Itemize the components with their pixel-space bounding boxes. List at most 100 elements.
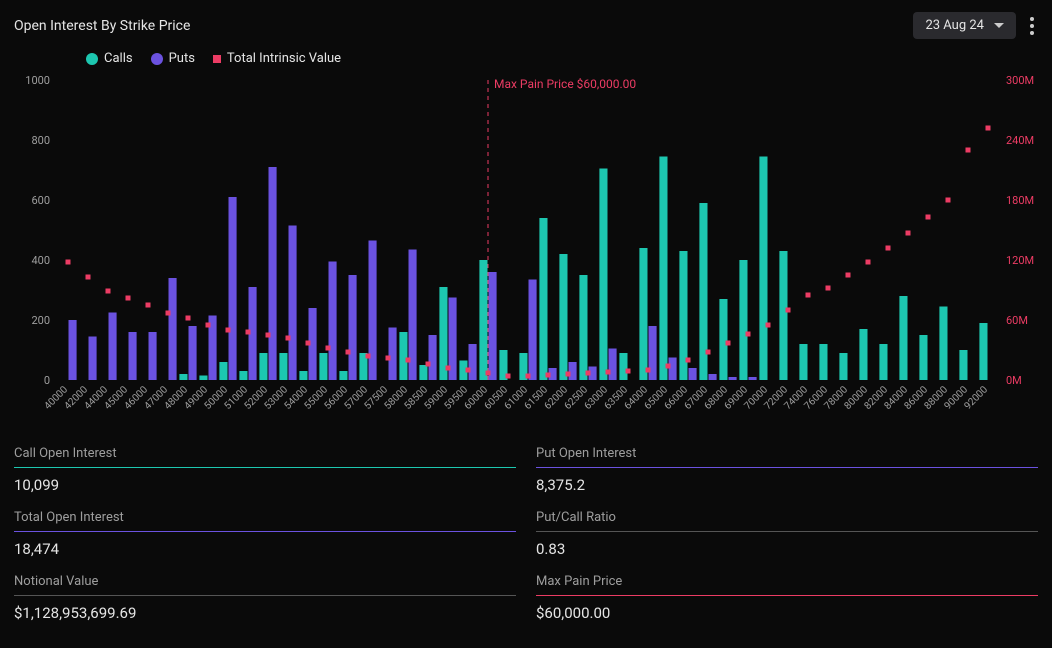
intrinsic-point[interactable]: [206, 323, 211, 328]
bar-calls[interactable]: [959, 350, 967, 380]
bar-puts[interactable]: [349, 275, 357, 380]
legend-calls[interactable]: Calls: [86, 51, 133, 66]
intrinsic-point[interactable]: [146, 303, 151, 308]
legend-intrinsic[interactable]: Total Intrinsic Value: [213, 51, 341, 66]
bar-calls[interactable]: [239, 371, 247, 380]
bar-calls[interactable]: [599, 169, 607, 381]
bar-calls[interactable]: [839, 353, 847, 380]
bar-calls[interactable]: [859, 329, 867, 380]
bar-calls[interactable]: [879, 344, 887, 380]
bar-calls[interactable]: [419, 365, 427, 380]
intrinsic-point[interactable]: [386, 356, 391, 361]
intrinsic-point[interactable]: [906, 231, 911, 236]
bar-calls[interactable]: [339, 371, 347, 380]
intrinsic-point[interactable]: [946, 198, 951, 203]
intrinsic-point[interactable]: [986, 126, 991, 131]
intrinsic-point[interactable]: [286, 336, 291, 341]
bar-puts[interactable]: [89, 337, 97, 381]
bar-puts[interactable]: [429, 335, 437, 380]
bar-calls[interactable]: [779, 251, 787, 380]
intrinsic-point[interactable]: [466, 368, 471, 373]
intrinsic-point[interactable]: [426, 362, 431, 367]
intrinsic-point[interactable]: [626, 369, 631, 374]
intrinsic-point[interactable]: [606, 370, 611, 375]
intrinsic-point[interactable]: [546, 373, 551, 378]
bar-puts[interactable]: [329, 262, 337, 381]
bar-puts[interactable]: [149, 332, 157, 380]
date-select[interactable]: 23 Aug 24: [913, 12, 1016, 39]
bar-puts[interactable]: [689, 368, 697, 380]
bar-puts[interactable]: [129, 332, 137, 380]
bar-puts[interactable]: [489, 272, 497, 380]
bar-calls[interactable]: [219, 362, 227, 380]
bar-calls[interactable]: [199, 376, 207, 381]
bar-puts[interactable]: [269, 167, 277, 380]
bar-calls[interactable]: [399, 332, 407, 380]
bar-puts[interactable]: [469, 344, 477, 380]
intrinsic-point[interactable]: [126, 296, 131, 301]
bar-calls[interactable]: [659, 157, 667, 381]
intrinsic-point[interactable]: [366, 354, 371, 359]
intrinsic-point[interactable]: [106, 289, 111, 294]
bar-puts[interactable]: [669, 358, 677, 381]
bar-calls[interactable]: [299, 371, 307, 380]
bar-calls[interactable]: [819, 344, 827, 380]
intrinsic-point[interactable]: [926, 215, 931, 220]
bar-calls[interactable]: [559, 254, 567, 380]
intrinsic-point[interactable]: [726, 341, 731, 346]
bar-calls[interactable]: [639, 248, 647, 380]
bar-puts[interactable]: [189, 326, 197, 380]
bar-calls[interactable]: [719, 299, 727, 380]
intrinsic-point[interactable]: [226, 328, 231, 333]
intrinsic-point[interactable]: [886, 246, 891, 251]
intrinsic-point[interactable]: [506, 374, 511, 379]
bar-puts[interactable]: [109, 313, 117, 381]
legend-puts[interactable]: Puts: [151, 51, 195, 66]
intrinsic-point[interactable]: [666, 364, 671, 369]
bar-calls[interactable]: [579, 275, 587, 380]
intrinsic-point[interactable]: [166, 311, 171, 316]
bar-calls[interactable]: [939, 307, 947, 381]
bar-puts[interactable]: [289, 226, 297, 381]
bar-calls[interactable]: [619, 353, 627, 380]
bar-calls[interactable]: [259, 353, 267, 380]
intrinsic-point[interactable]: [826, 286, 831, 291]
bar-puts[interactable]: [609, 349, 617, 381]
intrinsic-point[interactable]: [746, 332, 751, 337]
bar-calls[interactable]: [279, 353, 287, 380]
bar-puts[interactable]: [369, 241, 377, 381]
intrinsic-point[interactable]: [66, 260, 71, 265]
bar-calls[interactable]: [799, 344, 807, 380]
bar-calls[interactable]: [539, 218, 547, 380]
bar-puts[interactable]: [749, 377, 757, 380]
bar-calls[interactable]: [919, 335, 927, 380]
intrinsic-point[interactable]: [446, 366, 451, 371]
intrinsic-point[interactable]: [766, 323, 771, 328]
intrinsic-point[interactable]: [586, 371, 591, 376]
intrinsic-point[interactable]: [86, 275, 91, 280]
intrinsic-point[interactable]: [966, 148, 971, 153]
bar-puts[interactable]: [569, 362, 577, 380]
intrinsic-point[interactable]: [406, 358, 411, 363]
intrinsic-point[interactable]: [806, 293, 811, 298]
intrinsic-point[interactable]: [686, 358, 691, 363]
intrinsic-point[interactable]: [646, 368, 651, 373]
bar-puts[interactable]: [529, 280, 537, 381]
bar-calls[interactable]: [179, 374, 187, 380]
overflow-menu-icon[interactable]: [1026, 13, 1038, 39]
intrinsic-point[interactable]: [526, 374, 531, 379]
bar-calls[interactable]: [979, 323, 987, 380]
intrinsic-point[interactable]: [186, 316, 191, 321]
bar-puts[interactable]: [169, 278, 177, 380]
intrinsic-point[interactable]: [326, 346, 331, 351]
intrinsic-point[interactable]: [266, 333, 271, 338]
bar-puts[interactable]: [229, 197, 237, 380]
intrinsic-point[interactable]: [706, 350, 711, 355]
intrinsic-point[interactable]: [246, 330, 251, 335]
bar-puts[interactable]: [69, 320, 77, 380]
bar-calls[interactable]: [759, 157, 767, 381]
bar-calls[interactable]: [319, 353, 327, 380]
intrinsic-point[interactable]: [346, 350, 351, 355]
intrinsic-point[interactable]: [846, 273, 851, 278]
bar-puts[interactable]: [729, 377, 737, 380]
